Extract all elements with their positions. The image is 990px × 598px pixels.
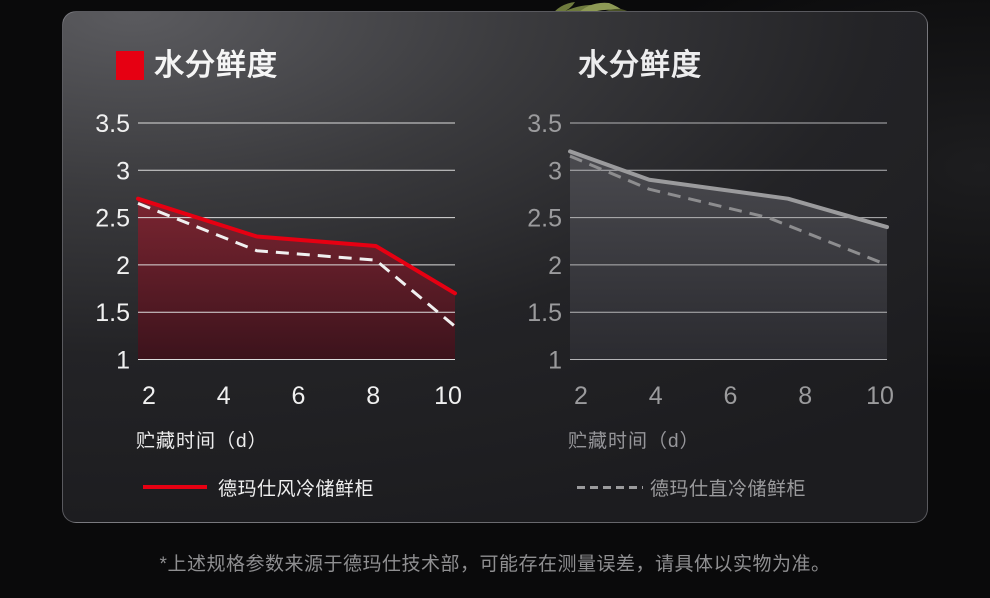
dashed-line-swatch-icon: [577, 485, 643, 489]
x-tick-label: 4: [649, 382, 663, 410]
left-chart-title: 水分鲜度: [154, 49, 278, 82]
y-tick-label: 1: [116, 347, 130, 375]
red-square-marker-icon: [116, 51, 144, 80]
x-tick-label: 6: [724, 382, 738, 410]
solid-series-line: [136, 196, 457, 296]
y-tick-label: 3.5: [95, 110, 130, 138]
y-tick-label: 1.5: [95, 299, 130, 327]
right-chart-title-row: 水分鲜度: [578, 50, 702, 81]
y-tick-label: 3: [116, 157, 130, 185]
x-tick-label: 8: [366, 382, 380, 410]
right-legend-label: 德玛仕直冷储鲜柜: [650, 478, 807, 500]
solid-series-line: [568, 149, 889, 230]
x-tick-label: 10: [434, 382, 462, 410]
area-fill: [570, 151, 887, 360]
x-axis-title: 贮藏时间（d）: [136, 430, 268, 452]
left-chart-title-row: 水分鲜度: [116, 50, 278, 81]
area-fill: [138, 198, 455, 360]
left-legend-label: 德玛仕风冷储鲜柜: [218, 478, 375, 500]
solid-line-swatch-icon: [143, 485, 207, 489]
x-tick-label: 8: [798, 382, 812, 410]
y-tick-label: 2.5: [95, 205, 130, 233]
comparison-panel: 水分鲜度 水分鲜度 3.5 3 2.5 2 1.5 1 2 4 6 8 10 贮藏时间（d） 3.5 3…: [62, 11, 928, 523]
dashed-series-line: [137, 202, 456, 328]
x-tick-label: 10: [866, 382, 894, 410]
y-tick-label: 1.5: [527, 299, 562, 327]
y-tick-label: 2.5: [527, 205, 562, 233]
x-tick-label: 2: [142, 382, 156, 410]
y-tick-label: 3: [548, 157, 562, 185]
right-chart-title: 水分鲜度: [578, 49, 702, 82]
y-tick-label: 2: [548, 252, 562, 280]
disclaimer-text: *上述规格参数来源于德玛仕技术部，可能存在测量误差，请具体以实物为准。: [159, 554, 831, 575]
dashed-series-line: [569, 154, 888, 267]
x-tick-label: 4: [217, 382, 231, 410]
right-legend: 德玛仕直冷储鲜柜: [577, 474, 806, 500]
y-tick-label: 2: [116, 252, 130, 280]
left-legend: 德玛仕风冷储鲜柜: [143, 474, 374, 500]
x-tick-label: 2: [574, 382, 588, 410]
x-axis-title: 贮藏时间（d）: [568, 430, 700, 452]
y-tick-label: 1: [548, 347, 562, 375]
x-tick-label: 6: [292, 382, 306, 410]
y-tick-label: 3.5: [527, 110, 562, 138]
